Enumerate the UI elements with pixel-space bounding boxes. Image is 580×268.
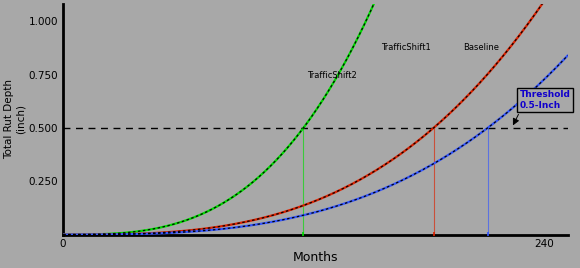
Y-axis label: Total Rut Depth
(inch): Total Rut Depth (inch) <box>4 79 26 159</box>
Text: TrafficShift1: TrafficShift1 <box>382 43 432 52</box>
Text: Baseline: Baseline <box>463 43 499 52</box>
X-axis label: Months: Months <box>293 251 338 264</box>
Text: Threshold
0.5-Inch: Threshold 0.5-Inch <box>520 91 571 110</box>
Text: TrafficShift2: TrafficShift2 <box>307 71 357 80</box>
